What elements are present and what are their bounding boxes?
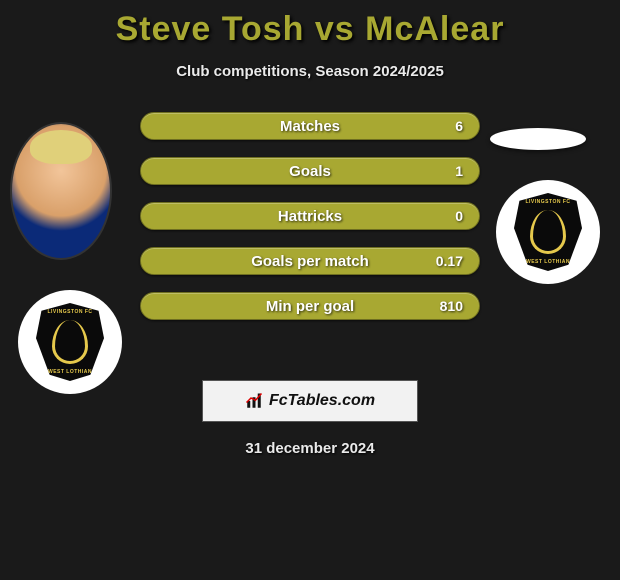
stat-label: Goals xyxy=(289,163,331,180)
stat-row: Min per goal 810 xyxy=(140,292,480,320)
player2-club-crest: LIVINGSTON FC WEST LOTHIAN xyxy=(496,180,600,284)
stat-value: 810 xyxy=(440,298,463,314)
stat-value: 6 xyxy=(455,118,463,134)
stat-row: Goals 1 xyxy=(140,157,480,185)
brand-badge[interactable]: FcTables.com xyxy=(202,380,418,422)
crest-text-bottom: WEST LOTHIAN xyxy=(48,369,92,375)
stat-value: 0 xyxy=(455,208,463,224)
stat-row: Matches 6 xyxy=(140,112,480,140)
player2-avatar xyxy=(490,128,586,150)
chart-icon xyxy=(245,392,263,410)
subtitle: Club competitions, Season 2024/2025 xyxy=(0,63,620,80)
crest-text-top: LIVINGSTON FC xyxy=(47,309,92,315)
crest-text-bottom: WEST LOTHIAN xyxy=(526,259,570,265)
shield-icon: LIVINGSTON FC WEST LOTHIAN xyxy=(36,303,104,381)
footer-date: 31 december 2024 xyxy=(0,440,620,457)
stat-label: Matches xyxy=(280,118,340,135)
stat-label: Hattricks xyxy=(278,208,342,225)
stat-label: Goals per match xyxy=(251,253,369,270)
page-title: Steve Tosh vs McAlear xyxy=(0,0,620,49)
stat-value: 1 xyxy=(455,163,463,179)
brand-name: FcTables.com xyxy=(269,392,375,410)
horseshoe-icon xyxy=(530,210,566,254)
player1-club-crest: LIVINGSTON FC WEST LOTHIAN xyxy=(18,290,122,394)
stat-row: Hattricks 0 xyxy=(140,202,480,230)
stat-value: 0.17 xyxy=(436,253,463,269)
crest-text-top: LIVINGSTON FC xyxy=(525,199,570,205)
stat-label: Min per goal xyxy=(266,298,354,315)
stats-panel: Matches 6 Goals 1 Hattricks 0 Goals per … xyxy=(140,112,480,320)
horseshoe-icon xyxy=(52,320,88,364)
stat-row: Goals per match 0.17 xyxy=(140,247,480,275)
player1-avatar xyxy=(10,122,112,260)
shield-icon: LIVINGSTON FC WEST LOTHIAN xyxy=(514,193,582,271)
